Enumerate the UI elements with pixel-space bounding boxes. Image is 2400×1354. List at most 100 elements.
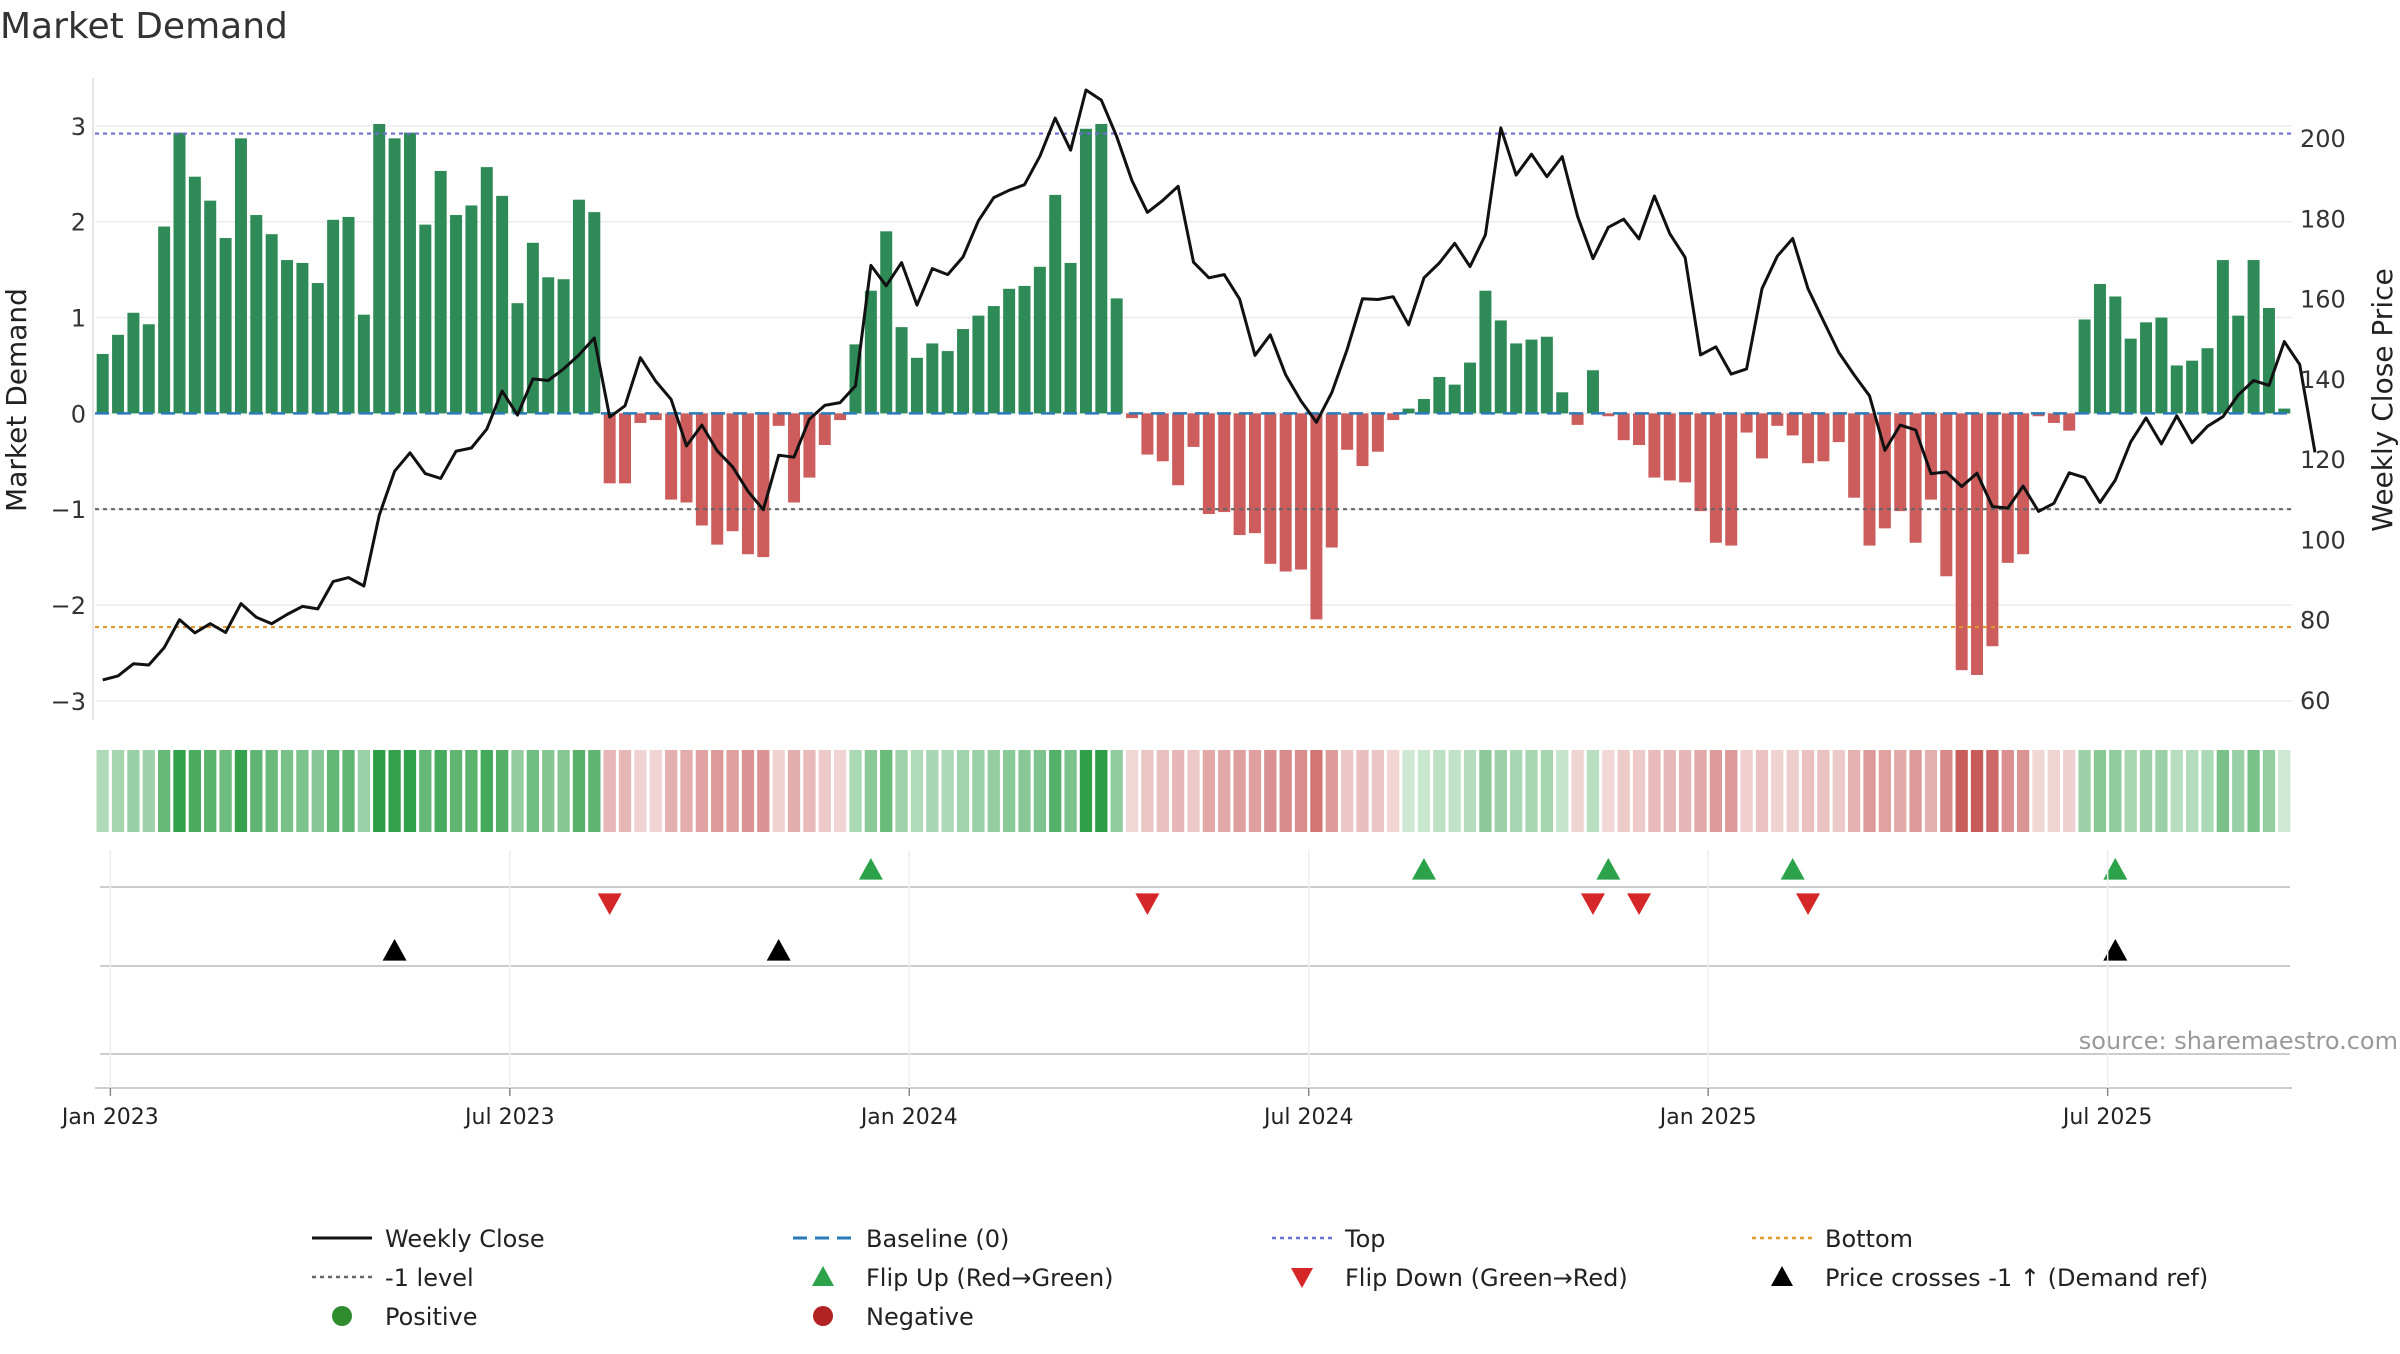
- heat-cell-positive: [1463, 750, 1477, 832]
- y-tick-label-left: −3: [51, 688, 86, 716]
- heat-cell-positive: [219, 750, 232, 832]
- legend-label: Flip Down (Green→Red): [1345, 1264, 1628, 1292]
- demand-bar-negative: [1909, 413, 1922, 543]
- flip-down-marker: [1796, 893, 1821, 915]
- y-tick-label-right: 80: [2300, 607, 2331, 635]
- heat-cell-positive: [296, 750, 309, 832]
- heat-cell-positive: [557, 750, 570, 832]
- heat-cell-negative: [1279, 750, 1292, 832]
- heat-cell-positive: [388, 750, 401, 832]
- heat-cell-positive: [864, 750, 878, 832]
- reference-lines: [95, 132, 2292, 629]
- heat-cell-negative: [1233, 750, 1246, 832]
- heat-cell-negative: [634, 750, 647, 832]
- heat-cell-positive: [1110, 750, 1123, 832]
- demand-bar-negative: [1571, 413, 1584, 425]
- heat-cell-positive: [403, 750, 417, 832]
- heat-cell-negative: [2001, 750, 2014, 832]
- demand-bar-positive: [265, 234, 278, 414]
- demand-bar-positive: [1018, 285, 1031, 414]
- heat-cell-positive: [849, 750, 862, 832]
- heat-cell-positive: [941, 750, 954, 832]
- demand-bar-negative: [1602, 413, 1615, 417]
- heat-cell-positive: [1402, 750, 1415, 832]
- y-tick-label-left: −2: [51, 592, 86, 620]
- heat-cell-negative: [1970, 750, 1984, 832]
- demand-bar-negative: [1248, 413, 1261, 534]
- heat-cell-negative: [1709, 750, 1723, 832]
- price-cross-marker: [2103, 939, 2128, 961]
- demand-bar-negative: [1356, 413, 1369, 467]
- legend-swatch-triangle-down: [1291, 1268, 1313, 1288]
- axes: 3 2 1 0 −1 −2 −3 200 180 160 140 120 100 80 60: [51, 78, 2346, 720]
- heat-cell-positive: [111, 750, 125, 832]
- y-tick-label-right: 100: [2300, 526, 2346, 554]
- demand-bar-positive: [2186, 360, 2199, 414]
- demand-bar-positive: [2155, 317, 2168, 414]
- demand-bar-negative: [1141, 413, 1154, 455]
- legend-label: Positive: [385, 1303, 478, 1331]
- flip-up-marker: [2103, 858, 2128, 880]
- legend-item: Top: [1272, 1225, 1386, 1253]
- y-tick-label-right: 60: [2300, 687, 2331, 715]
- demand-bar-positive: [1540, 336, 1553, 414]
- demand-bar-negative: [1848, 413, 1861, 498]
- demand-bar-positive: [588, 212, 601, 414]
- heat-cell-positive: [2262, 750, 2276, 832]
- heat-cell-positive: [926, 750, 939, 832]
- demand-bar-negative: [1755, 413, 1768, 459]
- demand-bar-negative: [1986, 413, 1999, 647]
- heat-cell-positive: [1095, 750, 1108, 832]
- heat-cell-negative: [1740, 750, 1753, 832]
- demand-bar-negative: [1663, 413, 1676, 481]
- demand-bar-negative: [772, 413, 785, 426]
- heat-cell-positive: [987, 750, 1000, 832]
- heat-cell-positive: [2247, 750, 2260, 832]
- demand-bar-negative: [757, 413, 770, 558]
- x-tick-label: Jan 2024: [859, 1105, 958, 1130]
- demand-bar-negative: [1633, 413, 1646, 445]
- heat-cell-negative: [1771, 750, 1784, 832]
- legend-label: Weekly Close: [385, 1225, 545, 1253]
- y-tick-label-right: 180: [2300, 205, 2346, 233]
- heat-cell-negative: [1202, 750, 1216, 832]
- heat-cell-positive: [157, 750, 171, 832]
- legend-label: Top: [1344, 1225, 1386, 1253]
- demand-bar-negative: [1924, 413, 1937, 500]
- heat-cell-negative: [1602, 750, 1615, 832]
- heat-cell-positive: [188, 750, 202, 832]
- heat-cell-positive: [1448, 750, 1461, 832]
- heat-cell-positive: [2109, 750, 2122, 832]
- demand-bar-positive: [895, 327, 908, 414]
- legend-swatch-triangle-up: [812, 1266, 834, 1286]
- flip-down-marker: [597, 893, 622, 915]
- heat-cell-positive: [1586, 750, 1600, 832]
- demand-bar-positive: [2278, 408, 2291, 414]
- heat-cell-negative: [1340, 750, 1354, 832]
- demand-bar-positive: [296, 262, 309, 414]
- heat-cell-positive: [1540, 750, 1554, 832]
- y-tick-label-left: −1: [51, 496, 86, 524]
- y-tick-label-right: 120: [2300, 446, 2346, 474]
- heat-cell-negative: [618, 750, 632, 832]
- y-tick-label-right: 200: [2300, 125, 2346, 153]
- heat-cell-positive: [1479, 750, 1492, 832]
- demand-bar-positive: [572, 199, 585, 414]
- demand-bar-positive: [480, 167, 493, 414]
- demand-bar-positive: [434, 170, 447, 414]
- x-tick-label: Jul 2025: [2061, 1105, 2153, 1130]
- heat-cell-positive: [342, 750, 355, 832]
- heat-cell-positive: [1509, 750, 1523, 832]
- legend: Weekly Close Baseline (0) Top Bottom -1 leve…: [312, 1225, 2208, 1331]
- demand-bar-positive: [1479, 290, 1492, 414]
- demand-bar-negative: [1955, 413, 1968, 671]
- y-tick-label-left: 0: [71, 400, 86, 428]
- heat-cell-positive: [1556, 750, 1569, 832]
- heat-cell-negative: [2032, 750, 2045, 832]
- demand-bar-negative: [1940, 413, 1953, 577]
- demand-bar-positive: [2170, 365, 2183, 414]
- demand-bar-negative: [1817, 413, 1830, 462]
- demand-bar-negative: [1679, 413, 1692, 483]
- heat-cell-negative: [1632, 750, 1646, 832]
- demand-bar-positive: [250, 215, 263, 414]
